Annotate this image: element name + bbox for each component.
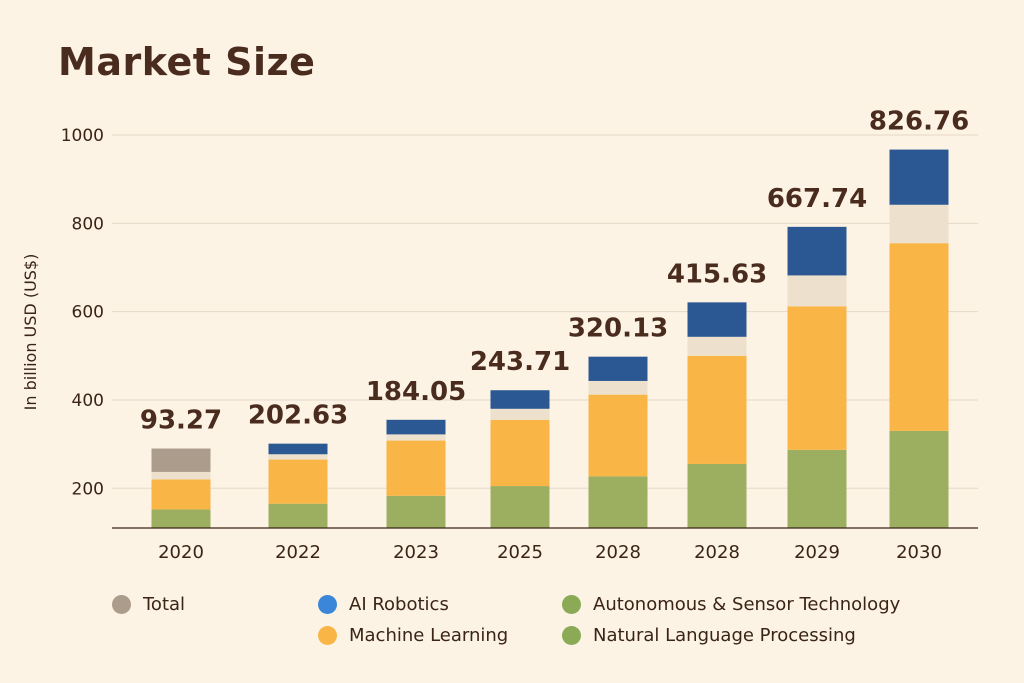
bar-total-label: 667.74 — [767, 184, 867, 214]
y-axis-ticks: 200 400 600 800 1000 — [61, 126, 104, 499]
bar-segment — [151, 509, 211, 528]
bar-segment — [687, 355, 747, 464]
y-tick-label: 600 — [72, 303, 104, 323]
bar-total-label: 320.13 — [568, 314, 668, 344]
legend-label: Natural Language Processing — [593, 625, 856, 646]
legend-label: Total — [143, 594, 186, 615]
legend-swatch — [562, 626, 581, 645]
legend-swatch — [112, 595, 131, 614]
legend-item: Total — [112, 594, 185, 615]
legend-label: AI Robotics — [349, 594, 449, 615]
bar-segment — [889, 243, 949, 431]
bar-segment — [490, 419, 550, 487]
legend-swatch — [318, 595, 337, 614]
stacked-bar-chart: 200 400 600 800 1000 93.27 202.63 184.05243.71… — [21, 107, 978, 563]
bar-total-label: 202.63 — [248, 401, 348, 431]
bar-segment — [268, 459, 328, 504]
bar-segment — [151, 448, 211, 472]
bar-total-label: 184.05 — [366, 377, 466, 407]
x-tick-label: 2023 — [393, 542, 439, 563]
legend-label: Machine Learning — [349, 625, 509, 646]
y-tick-label: 800 — [72, 214, 104, 234]
legend-swatch — [318, 626, 337, 645]
bar-segment — [386, 419, 446, 435]
bar-segment — [787, 306, 847, 450]
x-axis-ticks: 2020 2022 2023 2025 2028 2028 2029 2030 — [158, 542, 942, 563]
bar-segment — [687, 463, 747, 528]
bar-segment — [889, 204, 949, 244]
bar-segment — [490, 486, 550, 528]
bar-segment — [787, 449, 847, 528]
y-tick-label: 400 — [72, 391, 104, 411]
bar-total-label: 826.76 — [869, 107, 969, 137]
bar-segment — [787, 275, 847, 307]
chart-title: Market Size — [58, 40, 316, 84]
legend-item: Natural Language Processing — [562, 625, 856, 646]
bar-segment — [889, 149, 949, 205]
x-tick-label: 2020 — [158, 542, 204, 563]
bar-total-label: 243.71 — [470, 347, 570, 377]
x-tick-label: 2022 — [275, 542, 321, 563]
x-tick-label: 2028 — [595, 542, 641, 563]
legend-label: Autonomous & Sensor Technology — [593, 594, 901, 615]
bar-segment — [386, 434, 446, 441]
x-tick-label: 2029 — [794, 542, 840, 563]
bar-segment — [588, 356, 648, 381]
bar-segment — [268, 454, 328, 460]
x-tick-label: 2030 — [896, 542, 942, 563]
bar-segment — [386, 440, 446, 496]
bar-segment — [687, 302, 747, 337]
bar-segment — [787, 226, 847, 276]
bar-segment — [588, 380, 648, 395]
x-tick-label: 2028 — [694, 542, 740, 563]
bar-segment — [588, 476, 648, 528]
legend-swatch — [562, 595, 581, 614]
x-tick-label: 2025 — [497, 542, 543, 563]
bar-segment — [151, 471, 211, 480]
bar-segment — [490, 390, 550, 409]
bar-total-label: 93.27 — [140, 406, 222, 436]
legend: Total AI Robotics Autonomous & Sensor Tech… — [112, 592, 972, 662]
bar-segment — [386, 495, 446, 528]
bar-segment — [889, 430, 949, 528]
legend-item: Autonomous & Sensor Technology — [562, 594, 900, 615]
bar-total-label: 415.63 — [667, 259, 767, 289]
bar-segment — [151, 479, 211, 510]
legend-item: Machine Learning — [318, 625, 508, 646]
bar-segment — [268, 443, 328, 455]
y-tick-label: 200 — [72, 479, 104, 499]
bar-segment — [490, 408, 550, 420]
bars — [151, 149, 949, 528]
bar-segment — [687, 336, 747, 356]
legend-item: AI Robotics — [318, 594, 449, 615]
bar-segment — [588, 394, 648, 477]
y-axis-label: In billion USD (US$) — [21, 254, 40, 411]
bar-segment — [268, 503, 328, 528]
y-tick-label: 1000 — [61, 126, 104, 146]
